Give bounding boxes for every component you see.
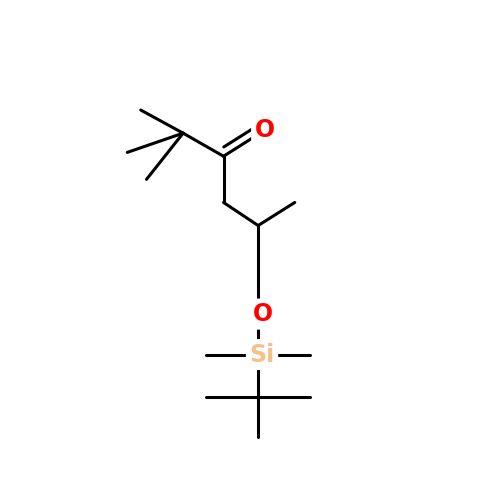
Text: O: O xyxy=(254,118,275,142)
Text: Si: Si xyxy=(250,342,274,366)
Text: O: O xyxy=(253,302,273,326)
